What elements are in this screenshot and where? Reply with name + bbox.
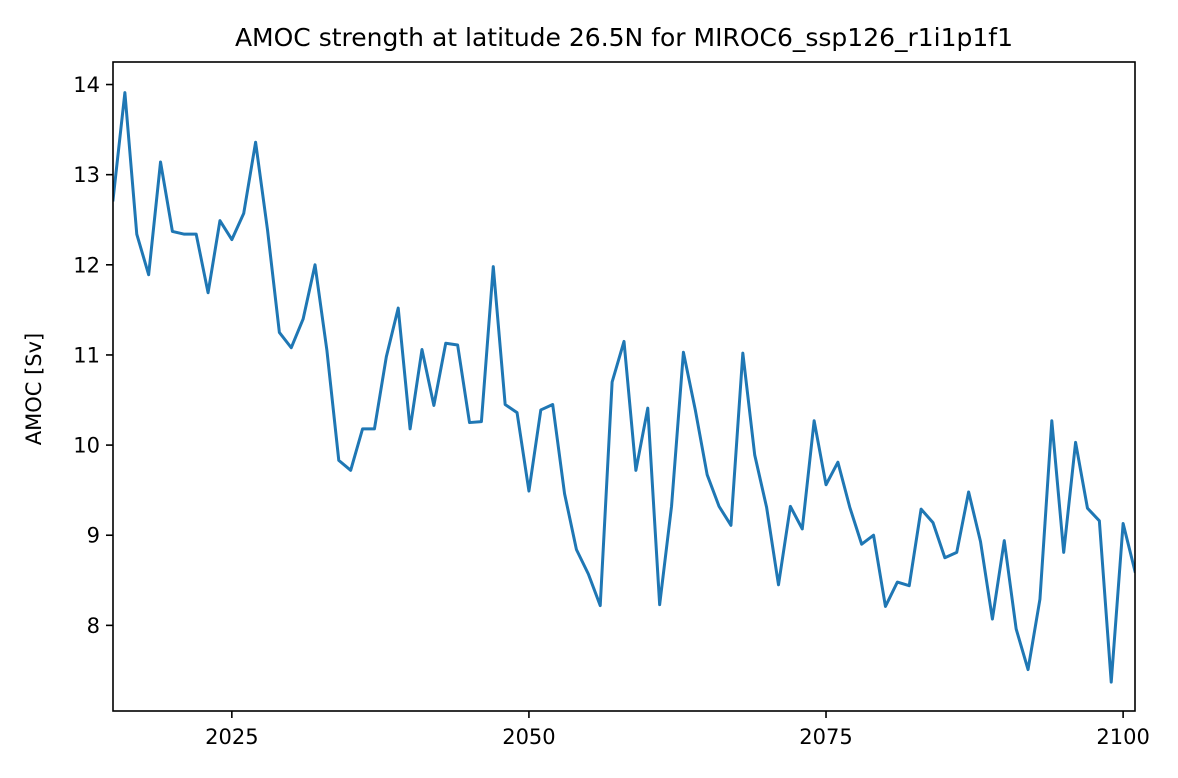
y-tick-label: 10 (73, 434, 100, 458)
x-tick-label: 2050 (502, 725, 555, 749)
x-tick-label: 2025 (205, 725, 258, 749)
axis-ticks: 2025 2050 2075 2100 8 9 10 11 12 13 14 (73, 73, 1150, 749)
y-tick-label: 14 (73, 73, 100, 97)
y-tick-label: 12 (73, 253, 100, 277)
y-tick-label: 13 (73, 163, 100, 187)
chart-title: AMOC strength at latitude 26.5N for MIRO… (235, 23, 1013, 52)
data-series (113, 91, 1135, 684)
x-tick-label: 2100 (1096, 725, 1149, 749)
y-tick-label: 9 (87, 524, 100, 548)
series-line-0 (113, 91, 1135, 684)
x-tick-label: 2075 (799, 725, 852, 749)
y-tick-label: 11 (73, 343, 100, 367)
y-axis-label: AMOC [Sv] (22, 333, 46, 446)
axes-frame (112, 61, 1136, 712)
y-tick-label: 8 (87, 614, 100, 638)
